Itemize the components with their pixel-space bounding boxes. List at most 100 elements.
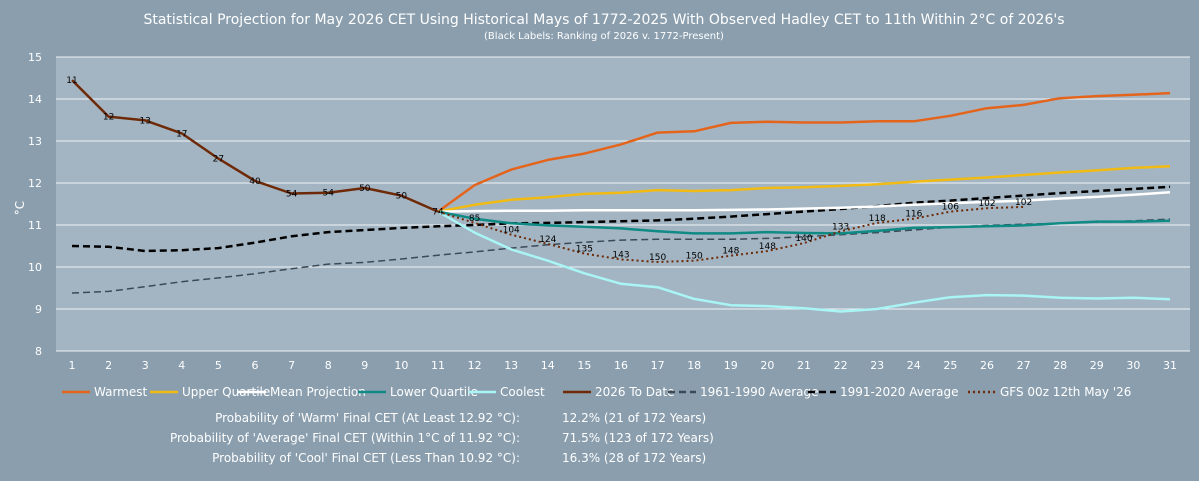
stat-row-average: Probability of 'Average' Final CET (With…	[170, 428, 880, 448]
y-tick-label: 10	[28, 261, 42, 274]
x-tick-label: 8	[325, 359, 332, 372]
legend-label: Mean Projection	[270, 385, 366, 399]
x-tick-label: 24	[907, 359, 921, 372]
stat-label-average: Probability of 'Average' Final CET (With…	[169, 431, 520, 445]
x-tick-label: 4	[178, 359, 185, 372]
rank-label: 118	[869, 214, 886, 224]
rank-label: 143	[612, 250, 629, 260]
rank-label: 116	[905, 210, 922, 220]
x-tick-label: 18	[687, 359, 701, 372]
x-tick-label: 10	[394, 359, 408, 372]
x-tick-label: 1	[69, 359, 76, 372]
series-line-2	[437, 190, 1171, 213]
rank-label: 85	[469, 214, 480, 224]
stat-label-warm: Probability of 'Warm' Final CET (At Leas…	[215, 411, 520, 425]
rank-label: 135	[576, 245, 593, 255]
stat-value-warm: 12.2% (21 of 172 Years)	[562, 411, 707, 425]
stat-label-cool: Probability of 'Cool' Final CET (Less Th…	[212, 451, 520, 465]
rank-label: 11	[66, 76, 77, 86]
x-tick-label: 6	[252, 359, 259, 372]
rank-label: 104	[503, 226, 520, 236]
stat-value-cool: 16.3% (28 of 172 Years)	[562, 451, 707, 465]
rank-label: 50	[396, 192, 408, 202]
series	[71, 79, 1171, 313]
rank-label: 17	[176, 129, 187, 139]
x-tick-label: 9	[361, 359, 368, 372]
x-tick-label: 11	[431, 359, 445, 372]
rank-label: 150	[686, 252, 703, 262]
rank-labels: 11 12 13 17 27 40 54 54 50 50 74 85 104 124 135 143 150 1…	[66, 76, 1032, 263]
x-tick-label: 26	[980, 359, 994, 372]
x-tick-label: 15	[577, 359, 591, 372]
x-tick-label: 25	[943, 359, 957, 372]
x-tick-label: 12	[468, 359, 482, 372]
chart-subtitle: (Black Labels: Ranking of 2026 v. 1772-P…	[484, 31, 724, 42]
rank-label: 54	[322, 189, 334, 199]
y-tick-label: 8	[35, 345, 42, 358]
x-tick-label: 17	[651, 359, 665, 372]
rank-label: 148	[722, 247, 739, 257]
legend-label: 2026 To Date	[595, 385, 674, 399]
rank-label: 54	[286, 190, 298, 200]
series-line-4	[437, 210, 1171, 313]
probability-stats: Probability of 'Warm' Final CET (At Leas…	[170, 408, 880, 468]
rank-label: 150	[649, 253, 666, 263]
x-tick-label: 30	[1126, 359, 1140, 372]
y-tick-label: 14	[28, 93, 42, 106]
y-tick-label: 13	[28, 135, 42, 148]
stat-value-average: 71.5% (123 of 172 Years)	[562, 431, 714, 445]
y-tick-label: 11	[28, 219, 42, 232]
rank-label: 40	[249, 177, 261, 187]
x-tick-label: 22	[834, 359, 848, 372]
x-tick-label: 27	[1017, 359, 1031, 372]
series-line-8	[437, 205, 1024, 263]
x-tick-label: 14	[541, 359, 555, 372]
y-tick-label: 15	[28, 51, 42, 64]
rank-label: 12	[103, 113, 114, 123]
x-tick-label: 13	[504, 359, 518, 372]
legend-label: 1991-2020 Average	[840, 385, 959, 399]
series-line-1	[437, 164, 1171, 213]
rank-label: 102	[1015, 198, 1032, 208]
rank-label: 124	[539, 235, 556, 245]
x-tick-label: 31	[1163, 359, 1177, 372]
series-line-7	[71, 185, 1171, 253]
rank-label: 27	[213, 155, 224, 165]
series-line-3	[437, 210, 1171, 235]
legend-label: Lower Quartile	[390, 385, 478, 399]
stat-row-cool: Probability of 'Cool' Final CET (Less Th…	[180, 448, 880, 468]
legend-label: GFS 00z 12th May '26	[1000, 385, 1131, 399]
series-line-0	[437, 91, 1171, 213]
x-tick-label: 20	[760, 359, 774, 372]
series-line-5	[71, 79, 439, 213]
chart-title: Statistical Projection for May 2026 CET …	[143, 12, 1064, 28]
y-tick-label: 12	[28, 177, 42, 190]
legend: Warmest Upper Quartile Mean Projection Lowe…	[62, 385, 1131, 399]
rank-label: 140	[795, 234, 812, 244]
stat-row-warm: Probability of 'Warm' Final CET (At Leas…	[180, 408, 880, 428]
x-tick-label: 28	[1053, 359, 1067, 372]
x-tick-label: 19	[724, 359, 738, 372]
gridlines	[56, 56, 1190, 352]
rank-label: 13	[139, 116, 150, 126]
x-tick-label: 7	[288, 359, 295, 372]
rank-label: 102	[978, 199, 995, 209]
rank-label: 133	[832, 222, 849, 232]
x-tick-label: 21	[797, 359, 811, 372]
legend-label: Coolest	[500, 385, 545, 399]
x-tick-label: 3	[142, 359, 149, 372]
rank-label: 106	[942, 203, 959, 213]
y-axis-label: °C	[13, 201, 27, 215]
rank-label: 148	[759, 242, 776, 252]
x-tick-label: 2	[105, 359, 112, 372]
legend-label: 1961-1990 Average	[700, 385, 819, 399]
x-tick-label: 29	[1090, 359, 1104, 372]
rank-label: 50	[359, 184, 371, 194]
x-tick-label: 23	[870, 359, 884, 372]
legend-label: Upper Quartile	[182, 385, 270, 399]
x-tick-label: 16	[614, 359, 628, 372]
rank-label: 74	[432, 208, 444, 218]
y-tick-label: 9	[35, 303, 42, 316]
